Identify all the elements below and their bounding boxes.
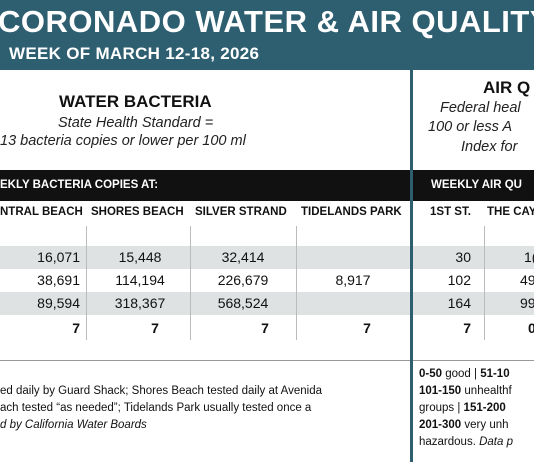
col-the-cays: THE CAY bbox=[487, 206, 534, 218]
water-standard-line1: State Health Standard = bbox=[58, 115, 214, 131]
table-cell: 32,414 bbox=[221, 249, 265, 265]
table-cell-days: 0 bbox=[528, 320, 534, 336]
table-cell: 30 bbox=[455, 249, 471, 265]
rule bbox=[0, 360, 410, 361]
air-standard-line2: 100 or less A bbox=[428, 119, 513, 135]
aqi-legend-5: hazardous. Data p bbox=[419, 436, 513, 448]
water-bar: EKLY BACTERIA COPIES AT: bbox=[0, 170, 410, 201]
air-heading: AIR Q bbox=[483, 78, 531, 97]
table-row bbox=[413, 246, 534, 269]
aqi-legend-4: 201-300 very unh bbox=[419, 419, 509, 431]
table-cell: 89,594 bbox=[37, 295, 80, 311]
air-bar: WEEKLY AIR QU bbox=[413, 170, 534, 201]
water-heading: WATER BACTERIA bbox=[59, 92, 212, 111]
table-cell: 1( bbox=[524, 249, 534, 265]
table-cell-days: 7 bbox=[261, 320, 269, 336]
table-cell: 114,194 bbox=[115, 272, 165, 288]
section-divider bbox=[410, 70, 413, 462]
table-cell-days: 7 bbox=[72, 320, 80, 336]
table-cell: 99 bbox=[520, 295, 534, 311]
table-cell: 15,448 bbox=[118, 249, 162, 265]
grid-line bbox=[190, 226, 191, 340]
table-cell: 164 bbox=[447, 295, 471, 311]
table-row bbox=[413, 292, 534, 315]
col-tidelands-park: TIDELANDS PARK bbox=[301, 206, 402, 218]
table-cell: 38,691 bbox=[37, 272, 80, 288]
table-cell-days: 7 bbox=[463, 320, 471, 336]
table-cell: 16,071 bbox=[37, 249, 80, 265]
aqi-legend-1: 0-50 good | 51-10 bbox=[419, 368, 510, 380]
col-shores-beach: SHORES BEACH bbox=[91, 206, 184, 218]
page-title: CORONADO WATER & AIR QUALITY R bbox=[0, 4, 534, 39]
table-cell: 8,917 bbox=[335, 272, 371, 288]
water-standard-line2: 13 bacteria copies or lower per 100 ml bbox=[0, 133, 246, 149]
rule bbox=[413, 360, 534, 361]
water-bar-label: EKLY BACTERIA COPIES AT: bbox=[0, 179, 159, 191]
table-cell: 49 bbox=[520, 272, 534, 288]
col-silver-strand: SILVER STRAND bbox=[195, 206, 287, 218]
grid-line bbox=[86, 226, 87, 340]
table-cell-days: 7 bbox=[363, 320, 371, 336]
table-cell-days: 7 bbox=[151, 320, 159, 336]
table-cell: 568,524 bbox=[217, 295, 269, 311]
aqi-legend-3: groups | 151-200 bbox=[419, 402, 506, 414]
header-banner: CORONADO WATER & AIR QUALITY R WEEK OF M… bbox=[0, 0, 534, 70]
water-footnote-3: d by California Water Boards bbox=[0, 419, 147, 431]
aqi-legend-2: 101-150 unhealthf bbox=[419, 385, 512, 397]
week-subtitle: WEEK OF MARCH 12-18, 2026 bbox=[9, 44, 260, 63]
air-standard-line3: Index for bbox=[461, 139, 518, 155]
air-standard-line1: Federal heal bbox=[440, 100, 521, 116]
table-row bbox=[0, 292, 410, 315]
water-footnote-2: ach tested “as needed”; Tidelands Park u… bbox=[0, 402, 312, 414]
col-1st-st: 1ST ST. bbox=[430, 206, 471, 218]
water-footnote-1: ed daily by Guard Shack; Shores Beach te… bbox=[0, 385, 322, 397]
air-bar-label: WEEKLY AIR QU bbox=[431, 179, 522, 191]
col-central-beach: NTRAL BEACH bbox=[0, 206, 83, 218]
table-cell: 318,367 bbox=[114, 295, 166, 311]
table-row bbox=[0, 246, 410, 269]
table-cell: 102 bbox=[447, 272, 471, 288]
grid-line bbox=[296, 226, 297, 340]
grid-line bbox=[484, 226, 485, 340]
table-cell: 226,679 bbox=[217, 272, 269, 288]
